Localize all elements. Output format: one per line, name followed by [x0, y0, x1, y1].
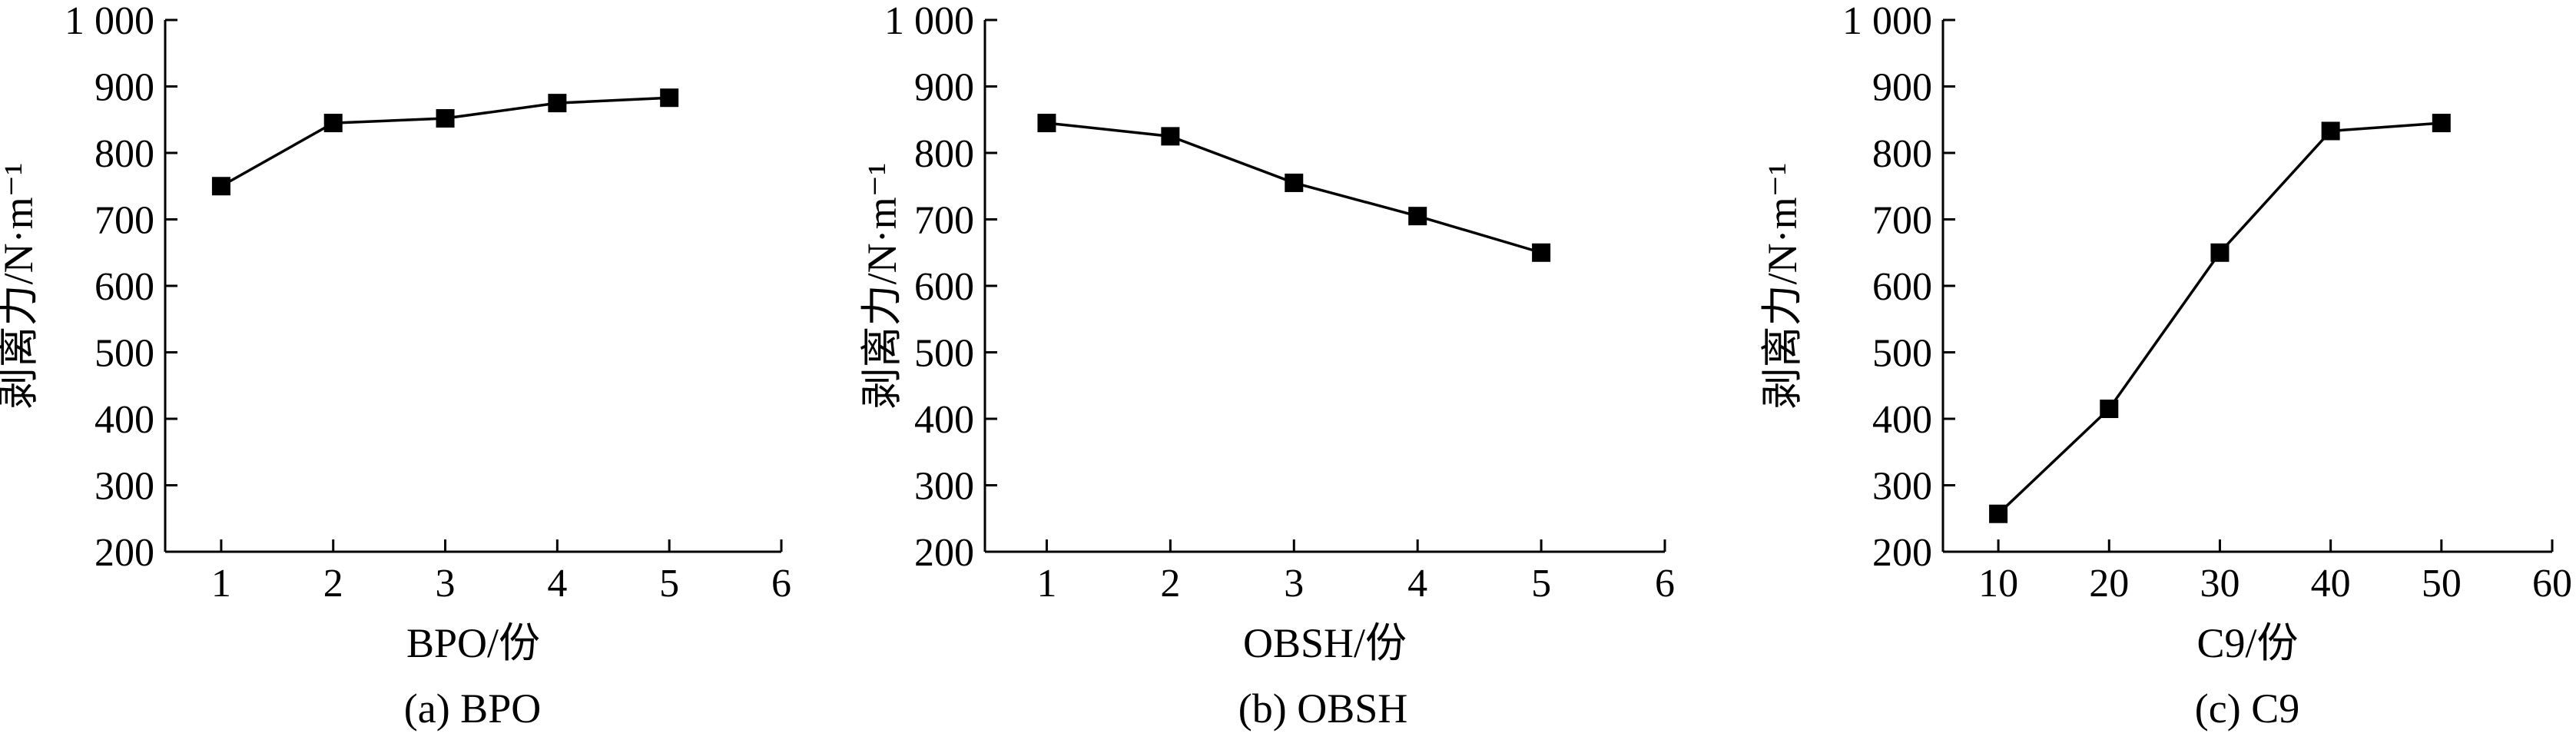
x-tick-label: 3	[436, 562, 456, 606]
panel-caption: (a) BPO	[404, 685, 541, 732]
data-point-marker	[1037, 114, 1056, 133]
x-tick-label: 5	[1531, 562, 1551, 606]
y-tick-label: 700	[914, 199, 974, 243]
x-axis-title: OBSH/份	[1243, 620, 1407, 666]
y-tick-label: 700	[94, 199, 154, 243]
x-axis-title: BPO/份	[406, 620, 540, 666]
x-tick-label: 40	[2311, 562, 2351, 606]
data-point-marker	[1532, 243, 1551, 262]
data-point-marker	[2100, 400, 2119, 419]
x-axis-title: C9/份	[2196, 620, 2298, 666]
y-tick-label: 1 000	[65, 0, 154, 43]
y-tick-label: 900	[1872, 66, 1932, 110]
y-axis-title: 剥离力/N·m⁻¹	[1759, 163, 1805, 410]
y-tick-label: 800	[914, 132, 974, 176]
y-tick-label: 600	[914, 265, 974, 309]
data-point-marker	[2321, 121, 2340, 141]
x-tick-label: 60	[2532, 562, 2572, 606]
y-axis-title: 剥离力/N·m⁻¹	[859, 163, 905, 410]
y-tick-label: 300	[914, 465, 974, 509]
x-tick-label: 3	[1284, 562, 1304, 606]
y-tick-label: 600	[94, 265, 154, 309]
y-tick-label: 500	[1872, 332, 1932, 376]
panel-caption: (c) C9	[2195, 685, 2299, 732]
data-point-marker	[323, 114, 343, 133]
y-tick-label: 700	[1872, 199, 1932, 243]
x-tick-label: 20	[2089, 562, 2129, 606]
y-tick-label: 1 000	[1842, 0, 1932, 43]
chart-panel-1: 200 300 400 500 600 700 800 900 1 000 1 2 3 4 5 6 BPO/份…	[0, 0, 791, 732]
x-tick-label: 30	[2200, 562, 2239, 606]
x-tick-label: 6	[1655, 562, 1675, 606]
x-tick-label: 1	[211, 562, 231, 606]
data-point-marker	[548, 94, 567, 113]
y-tick-label: 500	[914, 332, 974, 376]
data-point-marker	[1161, 127, 1180, 146]
y-tick-label: 300	[1872, 465, 1932, 509]
data-point-marker	[211, 177, 230, 196]
x-tick-label: 2	[1160, 562, 1180, 606]
y-tick-label: 800	[1872, 132, 1932, 176]
y-tick-label: 800	[94, 132, 154, 176]
data-point-marker	[1285, 173, 1304, 192]
y-tick-label: 400	[914, 398, 974, 442]
x-tick-label: 6	[771, 562, 791, 606]
y-tick-label: 500	[94, 332, 154, 376]
x-tick-label: 4	[547, 562, 567, 606]
y-tick-label: 300	[94, 465, 154, 509]
chart-panel-3: 200 300 400 500 600 700 800 900 1 000 10 20 30 40 50 6…	[1759, 0, 2572, 732]
y-tick-label: 1 000	[884, 0, 974, 43]
y-tick-label: 400	[94, 398, 154, 442]
series-line	[1997, 121, 2442, 515]
x-tick-label: 5	[659, 562, 679, 606]
y-tick-label: 200	[1872, 531, 1932, 575]
x-tick-label: 1	[1036, 562, 1056, 606]
x-tick-label: 4	[1407, 562, 1427, 606]
y-tick-label: 900	[94, 66, 154, 110]
x-tick-label: 2	[323, 562, 343, 606]
x-tick-label: 10	[1978, 562, 2018, 606]
chart-panel-2: 200 300 400 500 600 700 800 900 1 000 1 2 3 4 5 6 OBSH/…	[859, 0, 1675, 732]
data-point-marker	[1408, 207, 1427, 226]
x-tick-label: 50	[2422, 562, 2462, 606]
data-point-marker	[660, 88, 679, 108]
y-axis-title: 剥离力/N·m⁻¹	[0, 163, 41, 410]
panel-caption: (b) OBSH	[1238, 685, 1408, 732]
y-tick-label: 900	[914, 66, 974, 110]
y-tick-label: 400	[1872, 398, 1932, 442]
y-tick-label: 200	[94, 531, 154, 575]
y-tick-label: 200	[914, 531, 974, 575]
data-point-marker	[2210, 243, 2230, 262]
data-point-marker	[436, 109, 455, 128]
y-tick-label: 600	[1872, 265, 1932, 309]
data-point-marker	[1989, 504, 2008, 523]
data-point-marker	[2432, 114, 2451, 133]
